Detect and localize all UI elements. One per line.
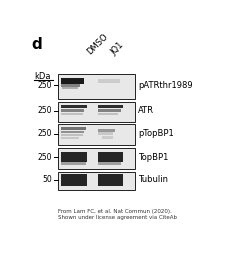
Bar [61,137,79,139]
Text: 250: 250 [38,129,52,138]
Text: From Lam FC, et al. Nat Commun (2020).
Shown under license agreement via CiteAb: From Lam FC, et al. Nat Commun (2020). S… [57,209,176,220]
Text: pTopBP1: pTopBP1 [138,129,173,138]
Bar [98,79,119,83]
Text: TopBP1: TopBP1 [138,153,168,162]
Bar [61,84,80,87]
Text: Tubulin: Tubulin [138,175,168,184]
Bar [61,152,87,162]
Bar [61,134,82,136]
Bar [101,136,112,138]
Bar [57,102,135,122]
Bar [98,152,122,162]
Bar [62,87,77,89]
Text: 250: 250 [38,81,52,90]
Text: 250: 250 [38,153,52,162]
Text: d: d [31,37,42,52]
Text: pATRthr1989: pATRthr1989 [138,81,192,90]
Bar [98,113,118,115]
Bar [98,174,122,186]
Bar [98,162,121,165]
Bar [61,78,84,84]
Bar [61,105,87,109]
Bar [98,129,115,132]
Text: 250: 250 [38,106,52,115]
Text: kDa: kDa [34,72,51,81]
Text: JQ1: JQ1 [108,40,125,57]
Bar [57,148,135,169]
Bar [57,172,135,190]
Bar [61,113,82,115]
Bar [61,109,84,112]
Bar [57,124,135,145]
Bar [98,132,113,135]
Text: ATR: ATR [138,106,154,115]
Text: 50: 50 [42,175,52,184]
Bar [61,127,85,130]
Bar [61,131,84,133]
Bar [98,109,121,112]
Bar [61,174,87,186]
Text: DMSO: DMSO [85,33,109,57]
Bar [98,105,122,109]
Bar [57,74,135,99]
Bar [61,162,85,165]
